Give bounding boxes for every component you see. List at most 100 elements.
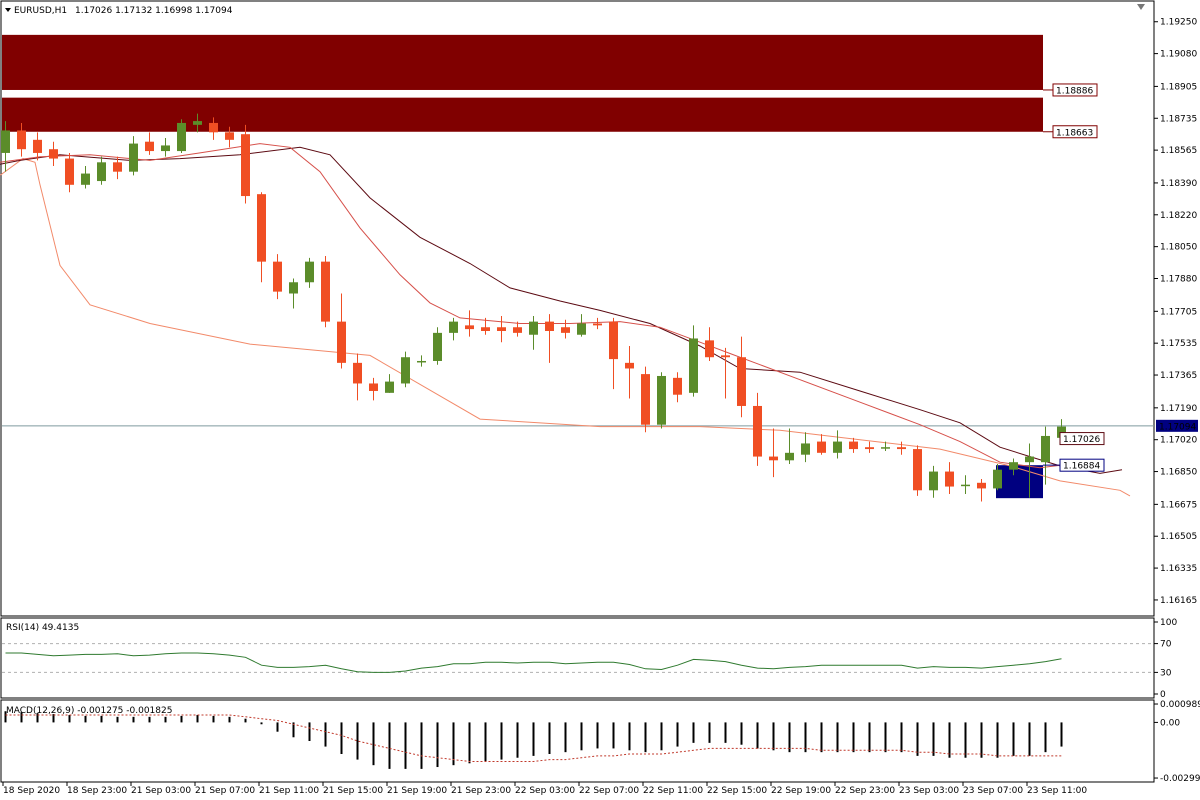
zone-price-tag: 1.18886: [1056, 86, 1093, 96]
candle-body: [561, 327, 570, 333]
time-axis-label: 21 Sep 15:00: [323, 786, 383, 796]
candle-body: [593, 323, 602, 326]
time-axis-label: 21 Sep 23:00: [451, 786, 511, 796]
candle-body: [481, 327, 490, 331]
candle-body: [17, 130, 26, 150]
candle-body: [241, 134, 250, 197]
rsi-panel-frame: [0, 617, 1155, 699]
macd-axis-label: 0.00: [1160, 718, 1180, 728]
price-axis-label: 1.18050: [1160, 243, 1197, 253]
support-zone: [996, 465, 1043, 499]
macd-axis-label: -0.002992: [1160, 774, 1200, 784]
candle-body: [929, 471, 938, 491]
support-price-tag: 1.16884: [1063, 462, 1100, 472]
macd-layer: [4, 711, 1063, 769]
rsi-axis-label: 30: [1160, 668, 1172, 678]
candle-body: [193, 121, 202, 125]
price-axis-label: 1.18905: [1160, 82, 1197, 92]
candle-body: [785, 452, 794, 461]
candle-body: [849, 441, 858, 450]
price-axis-label: 1.19080: [1160, 50, 1197, 60]
price-axis-label: 1.18390: [1160, 179, 1197, 189]
price-axis-label: 1.17190: [1160, 404, 1197, 414]
candle-body: [225, 132, 234, 140]
macd-title: MACD(12,26,9) -0.001275 -0.001825: [6, 706, 172, 716]
candle-body: [769, 456, 778, 461]
symbol-label: EURUSD,H1: [14, 6, 67, 16]
price-axis-label: 1.16675: [1160, 500, 1197, 510]
price-axis-label: 1.17535: [1160, 339, 1197, 349]
symbol-dropdown-icon[interactable]: [5, 8, 11, 12]
candle-body: [1009, 462, 1018, 470]
candle-body: [433, 332, 442, 361]
candle-body: [609, 321, 618, 360]
candle-body: [497, 327, 506, 331]
candle-body: [465, 325, 474, 330]
candle-body: [145, 141, 154, 152]
candle-body: [753, 405, 762, 457]
price-axis-label: 1.17020: [1160, 436, 1197, 446]
candle-body: [993, 469, 1002, 489]
zone-price-tag: 1.18663: [1056, 128, 1093, 138]
candle-body: [977, 482, 986, 489]
candle-body: [577, 323, 586, 335]
candle-body: [529, 321, 538, 335]
candle-body: [1025, 456, 1034, 463]
candle-body: [833, 441, 842, 453]
candle-body: [417, 360, 426, 363]
time-axis-label: 22 Sep 19:00: [771, 786, 831, 796]
candle-body: [913, 449, 922, 491]
zone-price-tag-box: [1052, 125, 1098, 139]
candle-body: [289, 282, 298, 294]
candle-body: [641, 374, 650, 425]
candle-body: [657, 375, 666, 425]
time-axis-label: 21 Sep 07:00: [195, 786, 255, 796]
rsi-axis-label: 100: [1160, 618, 1177, 628]
macd-panel-frame: [0, 699, 1155, 783]
price-axis-label: 1.16165: [1160, 596, 1197, 606]
candle-body: [721, 355, 730, 358]
candle-body: [385, 381, 394, 393]
time-axis-label: 23 Sep 07:00: [963, 786, 1023, 796]
candle-body: [177, 122, 186, 152]
current-price-tag-box: [1156, 419, 1198, 432]
current-price-tag: 1.17094: [1159, 422, 1196, 432]
candle-body: [337, 321, 346, 363]
support-price-tag-box: [1059, 458, 1105, 472]
price-layer: [0, 34, 1154, 502]
axis-layer: 1.19250 1.19080 1.18905 1.18735 1.18565 1.183…: [2, 18, 1200, 796]
candle-body: [449, 321, 458, 333]
candle-body: [321, 261, 330, 322]
time-axis-label: 21 Sep 19:00: [387, 786, 447, 796]
candle-body: [737, 357, 746, 406]
time-axis-label: 23 Sep 11:00: [1027, 786, 1087, 796]
candle-body: [961, 484, 970, 487]
price-axis-label: 1.17365: [1160, 371, 1197, 381]
time-axis-label: 22 Sep 23:00: [835, 786, 895, 796]
ohlc-readout: 1.17026 1.17132 1.16998 1.17094: [75, 6, 233, 16]
candle-body: [353, 362, 362, 384]
time-axis-label: 18 Sep 2020: [3, 786, 60, 796]
candle-body: [545, 321, 554, 331]
candle-body: [817, 441, 826, 453]
price-axis-label: 1.16850: [1160, 468, 1197, 478]
price-axis-label: 1.17880: [1160, 275, 1197, 285]
time-axis-label: 18 Sep 23:00: [67, 786, 127, 796]
candle-body: [801, 443, 810, 455]
candle-body: [689, 338, 698, 393]
price-axis-label: 1.19250: [1160, 18, 1197, 28]
candle-body: [673, 377, 682, 395]
price-panel-frame: [0, 0, 1155, 617]
candle-body: [1041, 435, 1050, 463]
time-axis-label: 22 Sep 15:00: [707, 786, 767, 796]
price-axis-label: 1.17705: [1160, 307, 1197, 317]
candle-body: [161, 145, 170, 152]
candle-body: [897, 447, 906, 450]
time-axis-label: 21 Sep 11:00: [259, 786, 319, 796]
ma-price-tag: 1.17026: [1063, 435, 1100, 445]
time-axis-label: 21 Sep 03:00: [131, 786, 191, 796]
time-axis-label: 22 Sep 07:00: [579, 786, 639, 796]
candle-body: [33, 139, 42, 153]
candle-body: [1, 130, 10, 153]
